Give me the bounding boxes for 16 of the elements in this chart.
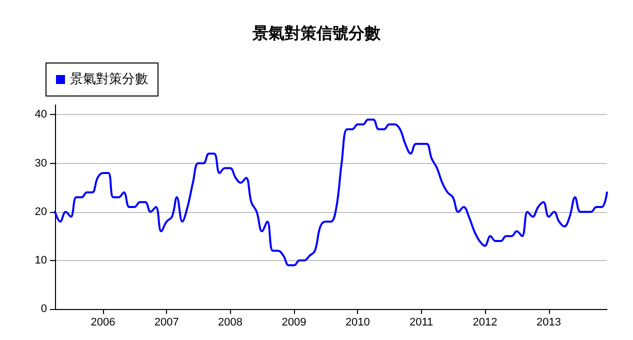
x-tick-label: 2011 [409,316,434,328]
chart-title: 景氣對策信號分數 [252,24,382,42]
y-tick-label: 20 [34,206,47,218]
x-tick-label: 2012 [472,316,498,328]
y-tick-label: 40 [34,108,47,121]
legend-label: 景氣對策分數 [70,72,148,87]
x-tick-label: 2013 [536,316,562,328]
x-tick-label: 2008 [218,316,242,328]
x-tick-label: 2009 [282,316,306,328]
x-tick-label: 2006 [90,316,116,328]
y-tick-label: 10 [34,254,47,266]
y-tick-label: 30 [34,157,47,170]
y-tick-label: 0 [40,303,47,315]
x-tick-label: 2010 [345,316,370,328]
x-tick-label: 2007 [154,316,179,328]
line-series [54,118,608,266]
